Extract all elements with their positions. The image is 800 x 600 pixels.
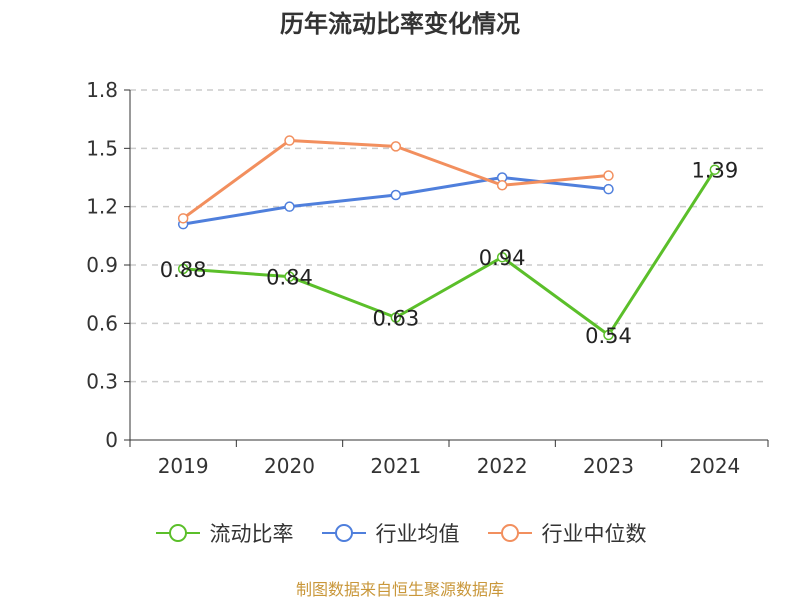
- data-label: 0.88: [160, 258, 207, 282]
- data-label: 0.63: [372, 307, 419, 331]
- data-point: [177, 263, 189, 275]
- x-tick-label: 2023: [583, 454, 634, 478]
- data-point: [496, 180, 508, 191]
- data-point: [390, 189, 402, 201]
- data-point: [284, 201, 295, 212]
- data-point: [284, 271, 295, 282]
- legend-marker-current-ratio: [155, 524, 200, 542]
- y-tick-label: 1.2: [86, 195, 118, 219]
- legend-label-industry-mean: 行业均值: [375, 522, 460, 546]
- y-tick-label: 0.9: [86, 253, 118, 277]
- x-tick-label: 2022: [477, 454, 528, 478]
- y-tick-label: 1.5: [86, 136, 118, 160]
- y-tick-label: 0.6: [86, 311, 118, 335]
- series-line-1: [181, 176, 610, 226]
- data-point: [603, 183, 614, 195]
- data-label: 0.54: [585, 324, 632, 348]
- chart-title: 历年流动比率变化情况: [280, 10, 520, 38]
- data-point: [390, 312, 402, 323]
- chart-legend: 流动比率 行业均值 行业中位数: [0, 518, 800, 548]
- data-point: [709, 164, 721, 175]
- legend-marker-industry-median: [487, 524, 532, 542]
- data-point: [177, 213, 189, 224]
- data-point: [284, 135, 295, 146]
- legend-marker-industry-mean: [321, 524, 366, 542]
- data-point: [603, 329, 614, 341]
- y-tick-label: 0: [105, 428, 118, 452]
- data-source-note: 制图数据来自恒生聚源数据库: [295, 580, 504, 599]
- data-label: 1.39: [691, 159, 738, 183]
- y-tick-label: 0.3: [86, 370, 118, 394]
- data-point: [390, 141, 402, 152]
- legend-item-industry-median[interactable]: 行业中位数: [486, 518, 647, 548]
- x-tick-label: 2024: [689, 454, 740, 478]
- series-line-0: [181, 168, 717, 337]
- x-tick-label: 2020: [264, 454, 315, 478]
- legend-item-industry-mean[interactable]: 行业均值: [320, 518, 460, 548]
- x-tick-label: 2019: [158, 454, 209, 478]
- legend-label-industry-median: 行业中位数: [541, 522, 647, 546]
- data-point: [603, 170, 614, 181]
- data-label: 0.84: [266, 266, 313, 290]
- y-tick-label: 1.8: [86, 78, 118, 102]
- legend-item-current-ratio[interactable]: 流动比率: [154, 518, 294, 548]
- legend-label-current-ratio: 流动比率: [209, 522, 294, 546]
- data-point: [496, 251, 508, 263]
- x-tick-label: 2021: [370, 454, 421, 478]
- data-label: 0.94: [479, 246, 526, 270]
